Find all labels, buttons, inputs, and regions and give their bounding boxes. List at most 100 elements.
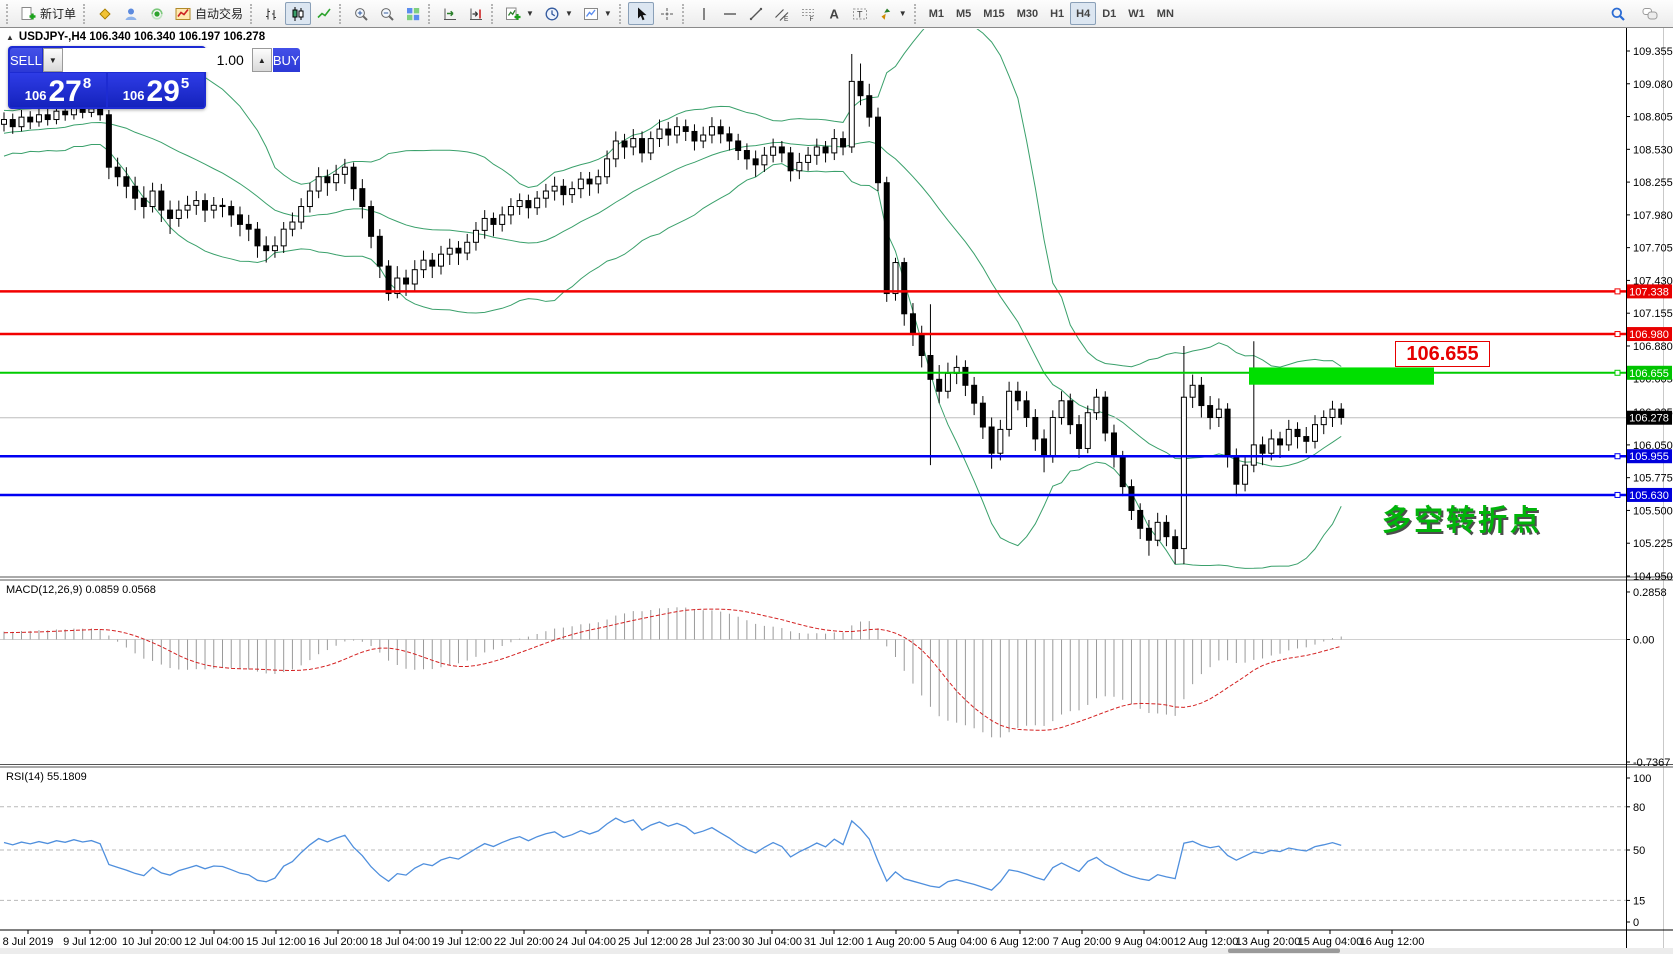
svg-text:106.278: 106.278 (1629, 413, 1669, 425)
timeframe-mn-label: MN (1156, 7, 1174, 20)
svg-text:0.2858: 0.2858 (1633, 587, 1667, 599)
price-badge (1627, 365, 1672, 380)
svg-text:16 Aug 12:00: 16 Aug 12:00 (1360, 936, 1425, 948)
autotrading-label: 自动交易 (195, 7, 244, 21)
zoom-in-button[interactable] (348, 2, 374, 25)
toolbar-grip (913, 3, 919, 24)
candlestick-chart-button[interactable] (285, 2, 312, 25)
chart-annotation[interactable]: 多空转折点 (1382, 505, 1543, 537)
rsi-indicator-label: RSI(14) 55.1809 (6, 771, 87, 783)
timeframe-m15-button[interactable]: M15 (977, 2, 1010, 25)
arrows-button[interactable]: ▼ (873, 2, 912, 25)
bars-icon (266, 8, 277, 20)
bar-chart-button[interactable] (259, 2, 285, 25)
svg-text:12 Jul 04:00: 12 Jul 04:00 (184, 936, 244, 948)
timeframe-h1-button[interactable]: H1 (1044, 2, 1070, 25)
vertical-line-button[interactable] (691, 2, 717, 25)
svg-text:15: 15 (1633, 895, 1645, 907)
sell-price-big: 27 (48, 75, 82, 108)
new-order-button[interactable]: 新订单 (15, 2, 81, 25)
dropdown-caret-icon: ▼ (898, 9, 907, 18)
svg-text:1 Aug 20:00: 1 Aug 20:00 (867, 936, 926, 948)
svg-text:24 Jul 04:00: 24 Jul 04:00 (556, 936, 616, 948)
timeframe-m5-button[interactable]: M5 (950, 2, 977, 25)
tile-windows-button[interactable] (400, 2, 426, 25)
svg-text:25 Jul 12:00: 25 Jul 12:00 (618, 936, 678, 948)
search-button[interactable] (1605, 2, 1631, 25)
clock-icon (545, 7, 559, 20)
text-label-button[interactable]: T (847, 2, 873, 25)
green-zone-rectangle (1249, 367, 1434, 385)
dropdown-caret-icon: ▼ (603, 9, 612, 18)
zoom-in-icon (355, 7, 368, 21)
svg-text:105.775: 105.775 (1633, 473, 1673, 485)
timeframe-m30-button[interactable]: M30 (1011, 2, 1044, 25)
svg-text:-0.7367: -0.7367 (1633, 757, 1670, 769)
search-icon (1611, 7, 1625, 21)
buy-button[interactable]: BUY (272, 48, 300, 72)
sell-button[interactable]: SELL (10, 48, 42, 72)
timeframe-d1-button[interactable]: D1 (1096, 2, 1122, 25)
signals-button[interactable] (144, 2, 170, 25)
svg-text:106.655: 106.655 (1629, 368, 1669, 380)
text-button[interactable]: A (821, 2, 847, 25)
timeframe-h4-label: H4 (1076, 7, 1091, 20)
cursor-button[interactable] (627, 2, 654, 25)
symbol-ohlc-text: USDJPY-,H4 106.340 106.340 106.197 106.2… (18, 31, 266, 43)
macd-layer (0, 607, 1626, 738)
timeframe-m1-button[interactable]: M1 (923, 2, 950, 25)
symbol-info[interactable]: ▲ USDJPY-,H4 106.340 106.340 106.197 106… (6, 31, 265, 43)
chart-shift-button[interactable] (463, 2, 489, 25)
templates-button[interactable]: ▼ (578, 2, 617, 25)
svg-text:108.255: 108.255 (1633, 177, 1673, 189)
toolbar-right (1605, 2, 1669, 25)
svg-text:109.355: 109.355 (1633, 46, 1673, 58)
mql5-community-button[interactable] (118, 2, 144, 25)
metaeditor-button[interactable] (92, 2, 118, 25)
text-icon: A (829, 6, 839, 21)
periods-button[interactable]: ▼ (539, 2, 578, 25)
svg-text:12 Aug 12:00: 12 Aug 12:00 (1174, 936, 1239, 948)
auto-scroll-button[interactable] (437, 2, 463, 25)
collapse-icon[interactable]: ▲ (6, 32, 14, 42)
svg-text:31 Jul 12:00: 31 Jul 12:00 (804, 936, 864, 948)
sell-price[interactable]: 106 27 8 (10, 73, 106, 107)
horizontal-scrollbar-thumb[interactable] (1228, 948, 1340, 954)
svg-text:50: 50 (1633, 845, 1645, 857)
svg-text:0: 0 (1633, 917, 1639, 929)
timeframe-mn-button[interactable]: MN (1151, 2, 1180, 25)
community-chat-button[interactable] (1637, 2, 1663, 25)
zoom-out-button[interactable] (374, 2, 400, 25)
trend-icon (749, 7, 762, 20)
svg-text:19 Jul 12:00: 19 Jul 12:00 (432, 936, 492, 948)
equidistant-channel-button[interactable]: E (769, 2, 795, 25)
buy-price[interactable]: 106 29 5 (108, 73, 204, 107)
horizontal-line-button[interactable] (717, 2, 743, 25)
crosshair-button[interactable] (654, 2, 680, 25)
zoom-out-icon (381, 7, 394, 21)
indicators-button[interactable]: ▼ (500, 2, 539, 25)
tiles-icon (407, 7, 420, 20)
hline-icon (723, 12, 736, 15)
line-chart-button[interactable] (311, 2, 337, 25)
volume-input[interactable] (62, 48, 252, 72)
fibonacci-button[interactable]: F (795, 2, 821, 25)
rsi-name: RSI(14) 55.1809 (6, 771, 87, 783)
trendline-button[interactable] (743, 2, 769, 25)
channel-icon: E (774, 8, 789, 22)
svg-text:105.225: 105.225 (1633, 538, 1673, 550)
timeframe-w1-button[interactable]: W1 (1122, 2, 1151, 25)
profile-icon (125, 8, 137, 20)
vline-icon (703, 7, 705, 20)
chart-canvas[interactable]: 109.355 109.080 108.805 108.530 108.255 107.9… (0, 28, 1673, 954)
volume-decrease-button[interactable]: ▼ (42, 48, 63, 72)
toolbar-grip (491, 3, 496, 24)
price-level-callout[interactable]: 106.655 (1395, 341, 1490, 367)
timeframe-h4-button[interactable]: H4 (1070, 2, 1097, 25)
timeframe-m5-label: M5 (956, 7, 972, 20)
one-click-trading-panel: SELL ▼ ▲ BUY 106 27 8 106 29 5 (8, 46, 300, 109)
autotrading-button[interactable]: 自动交易 (170, 2, 248, 25)
volume-increase-button[interactable]: ▲ (251, 48, 272, 72)
toolbar: 新订单 自动交易 ▼ ▼ ▼ E F A T ▼ M1 M5 M15 M30 H1 H4 D1 W1 MN (0, 0, 1673, 28)
arrows-icon (881, 8, 890, 20)
